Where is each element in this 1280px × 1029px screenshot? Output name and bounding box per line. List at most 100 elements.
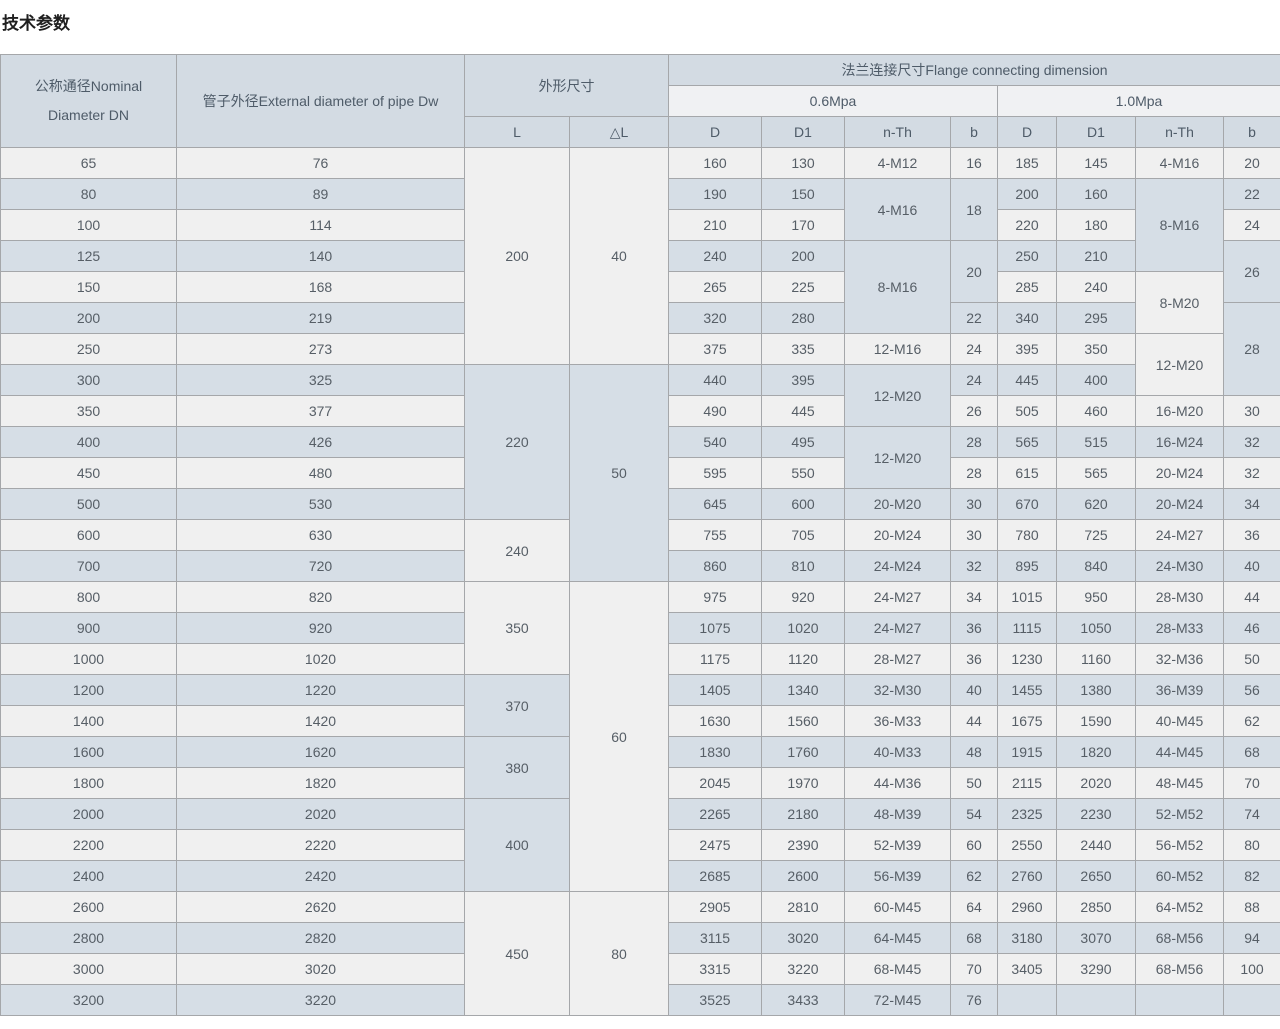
table-cell: 460 xyxy=(1056,395,1136,427)
table-cell: 445 xyxy=(997,364,1057,396)
table-cell: 22 xyxy=(950,302,998,334)
table-cell: 1760 xyxy=(761,736,845,768)
col-header-delta-L: △L xyxy=(569,116,669,148)
table-row: 2200 2220 2475 2390 52-M39 60 2550 2440 56-M52 80 xyxy=(0,829,1280,861)
table-cell: 3000 xyxy=(0,953,177,985)
table-cell: 3405 xyxy=(997,953,1057,985)
table-cell: 1675 xyxy=(997,705,1057,737)
table-cell: 2265 xyxy=(668,798,762,830)
table-cell: 350 xyxy=(464,581,570,675)
table-cell: 400 xyxy=(464,798,570,892)
table-cell: 320 xyxy=(668,302,762,334)
table-cell: 1455 xyxy=(997,674,1057,706)
table-cell: 1220 xyxy=(176,674,465,706)
table-cell: 2115 xyxy=(997,767,1057,799)
table-cell: 495 xyxy=(761,426,845,458)
table-cell: 225 xyxy=(761,271,845,303)
table-cell: 16 xyxy=(950,147,998,179)
table-cell: 20-M20 xyxy=(844,488,951,520)
table-cell: 3020 xyxy=(761,922,845,954)
table-cell: 180 xyxy=(1056,209,1136,241)
table-cell: 4-M16 xyxy=(1135,147,1224,179)
table-cell: 350 xyxy=(0,395,177,427)
table-cell: 3433 xyxy=(761,984,845,1016)
table-cell: 30 xyxy=(1223,395,1280,427)
table-cell: 4-M12 xyxy=(844,147,951,179)
table-cell: 48 xyxy=(950,736,998,768)
table-cell: 50 xyxy=(1223,643,1280,675)
table-cell: 400 xyxy=(0,426,177,458)
table-cell: 210 xyxy=(1056,240,1136,272)
table-cell: 1820 xyxy=(1056,736,1136,768)
table-cell: 480 xyxy=(176,457,465,489)
table-cell: 150 xyxy=(761,178,845,210)
table-cell: 3200 xyxy=(0,984,177,1016)
table-cell: 62 xyxy=(950,860,998,892)
table-row: 900 920 1075 1020 24-M27 36 1115 1050 28-M33 46 xyxy=(0,612,1280,644)
table-cell: 920 xyxy=(176,612,465,644)
table-cell: 168 xyxy=(176,271,465,303)
table-cell: 1230 xyxy=(997,643,1057,675)
table-cell: 160 xyxy=(1056,178,1136,210)
table-cell: 52-M39 xyxy=(844,829,951,861)
table-cell: 615 xyxy=(997,457,1057,489)
table-cell: 8-M20 xyxy=(1135,271,1224,334)
table-cell: 240 xyxy=(1056,271,1136,303)
table-cell: 20-M24 xyxy=(1135,488,1224,520)
table-row: 1400 1420 1630 1560 36-M33 44 1675 1590 40-M45 62 xyxy=(0,705,1280,737)
table-row: 1800 1820 2045 1970 44-M36 50 2115 2020 48-M45 70 xyxy=(0,767,1280,799)
table-cell: 250 xyxy=(997,240,1057,272)
table-cell: 40 xyxy=(1223,550,1280,582)
table-cell: 80 xyxy=(1223,829,1280,861)
table-cell: 2600 xyxy=(761,860,845,892)
table-cell: 190 xyxy=(668,178,762,210)
table-cell: 44-M36 xyxy=(844,767,951,799)
table-cell: 24-M27 xyxy=(844,581,951,613)
table-cell: 2600 xyxy=(0,891,177,923)
table-cell: 219 xyxy=(176,302,465,334)
table-cell: 3020 xyxy=(176,953,465,985)
table-cell: 440 xyxy=(668,364,762,396)
table-cell: 100 xyxy=(1223,953,1280,985)
table-cell: 36 xyxy=(950,612,998,644)
table-cell: 1915 xyxy=(997,736,1057,768)
table-cell: 28-M30 xyxy=(1135,581,1224,613)
table-cell: 755 xyxy=(668,519,762,551)
table-cell: 76 xyxy=(176,147,465,179)
table-cell: 125 xyxy=(0,240,177,272)
table-cell: 20-M24 xyxy=(1135,457,1224,489)
table-cell: 80 xyxy=(0,178,177,210)
table-cell: 24-M30 xyxy=(1135,550,1224,582)
table-cell: 725 xyxy=(1056,519,1136,551)
table-cell: 2850 xyxy=(1056,891,1136,923)
table-cell: 20 xyxy=(1223,147,1280,179)
table-cell: 630 xyxy=(176,519,465,551)
table-cell: 60-M52 xyxy=(1135,860,1224,892)
table-cell: 2960 xyxy=(997,891,1057,923)
table-cell: 44 xyxy=(950,705,998,737)
table-row: 500 530 645 600 20-M20 30 670 620 20-M24 34 xyxy=(0,488,1280,520)
table-cell: 28-M33 xyxy=(1135,612,1224,644)
table-cell: 2325 xyxy=(997,798,1057,830)
table-cell: 200 xyxy=(0,302,177,334)
table-cell: 240 xyxy=(668,240,762,272)
table-cell: 700 xyxy=(0,550,177,582)
table-cell: 34 xyxy=(1223,488,1280,520)
table-cell: 48-M45 xyxy=(1135,767,1224,799)
table-cell: 88 xyxy=(1223,891,1280,923)
table-cell: 2020 xyxy=(176,798,465,830)
table-cell: 1020 xyxy=(761,612,845,644)
table-cell: 220 xyxy=(464,364,570,520)
table-cell: 2905 xyxy=(668,891,762,923)
table-cell: 285 xyxy=(997,271,1057,303)
table-cell: 68-M56 xyxy=(1135,922,1224,954)
table-cell: 3220 xyxy=(761,953,845,985)
table-cell xyxy=(1223,984,1280,1016)
table-cell: 900 xyxy=(0,612,177,644)
table-cell: 68-M45 xyxy=(844,953,951,985)
table-row: 150 168 265 225 285 240 8-M20 xyxy=(0,271,1280,334)
col-header-b-06: b xyxy=(950,116,998,148)
table-cell: 56 xyxy=(1223,674,1280,706)
table-cell: 2230 xyxy=(1056,798,1136,830)
table-cell: 32 xyxy=(1223,457,1280,489)
